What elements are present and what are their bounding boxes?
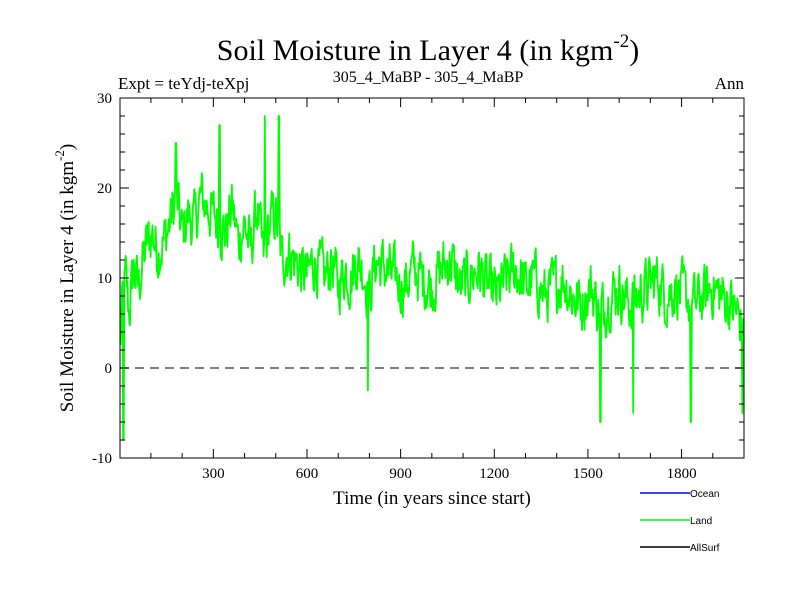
legend-label-allsurf: AllSurf [690,543,720,554]
y-tick-label: 20 [97,181,112,197]
x-tick-label: 900 [389,466,412,482]
plot-area: 300 600 900 1200 1500 1800 -10 0 10 20 30 [92,91,745,482]
legend-label-land: Land [690,516,712,527]
y-tick-label: 10 [97,271,112,287]
x-tick-label: 300 [202,466,225,482]
y-axis-label: Soil Moisture in Layer 4 (in kgm-2) [52,144,78,412]
y-tick-label: -10 [92,451,112,467]
x-tick-label: 1500 [573,466,603,482]
y-tick-label: 30 [97,91,112,107]
x-tick-label: 600 [296,466,319,482]
chart-title: Soil Moisture in Layer 4 (in kgm-2) [217,31,639,67]
legend-label-ocean: Ocean [690,489,719,500]
x-tick-label: 1800 [667,466,697,482]
legend: Ocean Land AllSurf [640,489,720,554]
season-label: Ann [715,74,745,93]
experiment-subtitle: 305_4_MaBP - 305_4_MaBP [333,69,524,86]
x-tick-label: 1200 [479,466,509,482]
x-axis-label: Time (in years since start) [333,488,531,509]
series-line-land [119,115,745,441]
y-tick-label: 0 [105,361,113,377]
experiment-label: Expt = teYdj-teXpj [118,74,249,93]
